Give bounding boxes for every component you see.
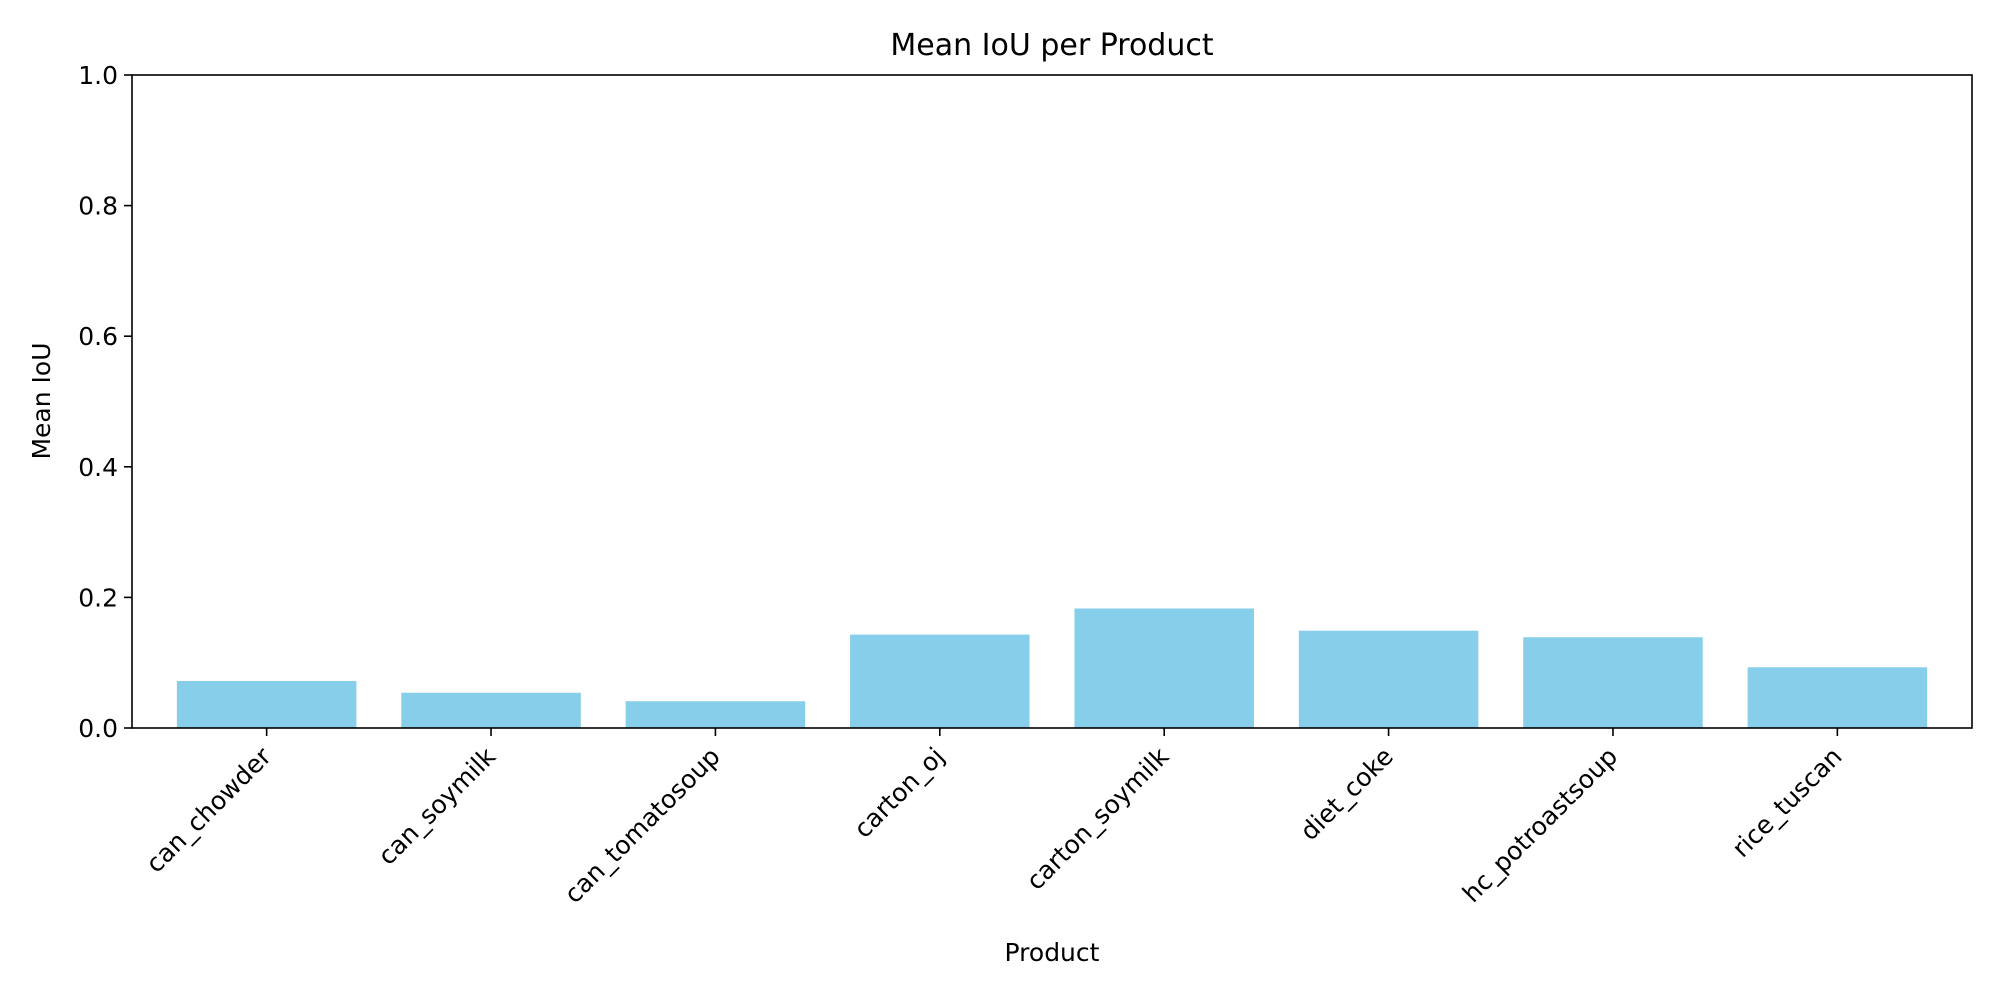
bar-can_soymilk bbox=[401, 692, 581, 728]
y-tick-label: 0.8 bbox=[78, 192, 118, 221]
bar-rice_tuscan bbox=[1747, 667, 1928, 728]
y-tick-label: 1.0 bbox=[78, 61, 118, 90]
y-axis: 0.0 0.2 0.4 0.6 0.8 1.0 bbox=[78, 61, 132, 743]
bar-diet_coke bbox=[1298, 630, 1479, 728]
plot-frame bbox=[131, 74, 1973, 729]
x-axis-label: Product bbox=[1005, 938, 1100, 967]
bar-carton_soymilk bbox=[1074, 608, 1254, 728]
y-tick-label: 0.6 bbox=[78, 322, 118, 351]
y-axis-label: Mean IoU bbox=[27, 342, 56, 459]
y-tick-label: 0.4 bbox=[78, 453, 118, 482]
chart-title: Mean IoU per Product bbox=[890, 28, 1213, 63]
bar-can_chowder bbox=[176, 680, 357, 728]
bars-group bbox=[176, 608, 1928, 728]
bar-hc_potroastsoup bbox=[1523, 637, 1703, 728]
bar-carton_oj bbox=[850, 634, 1030, 728]
y-tick-label: 0.2 bbox=[78, 583, 118, 612]
bar-can_tomatosoup bbox=[625, 701, 806, 728]
y-tick-label: 0.0 bbox=[78, 714, 118, 743]
